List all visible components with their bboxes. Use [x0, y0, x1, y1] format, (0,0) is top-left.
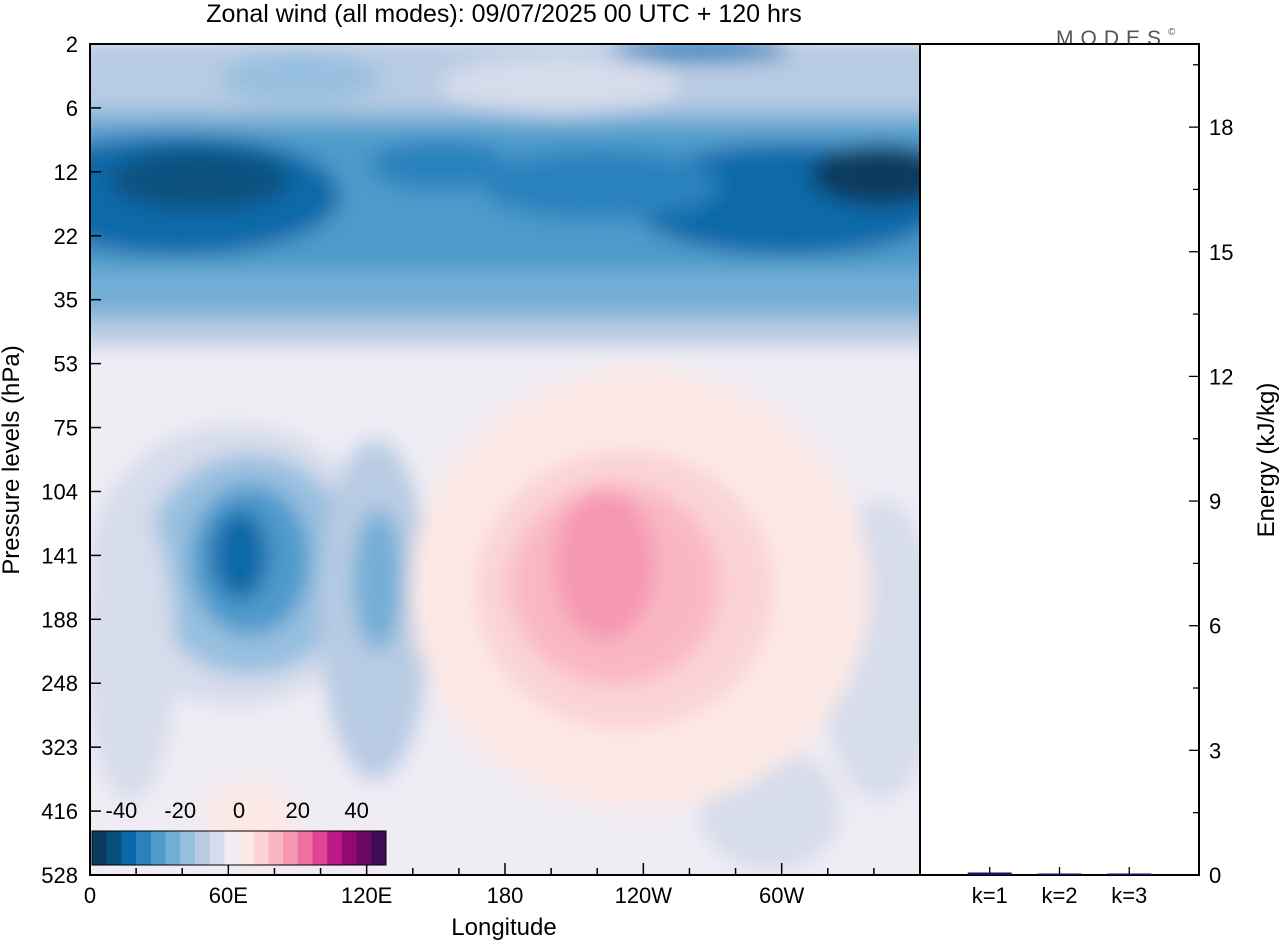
y-axis: 2 6 12 22 35 53 75 104 141 188 248 323 416 528 [41, 32, 101, 888]
y-tick-label: 12 [54, 160, 78, 185]
colorbar-swatch [239, 831, 255, 865]
trop-easterly-1d [212, 510, 268, 600]
y-tick-label: 528 [41, 863, 78, 888]
colorbar-tick-label: 20 [286, 798, 310, 823]
energy-bars: k=1 k=2 k=3 [967, 867, 1152, 908]
y-tick-label: 416 [41, 799, 78, 824]
energy-category-label: k=1 [972, 883, 1008, 908]
y-tick-label: 141 [41, 543, 78, 568]
x-tick-label: 120E [341, 883, 392, 908]
trop-easterly-3 [90, 500, 175, 800]
energy-plot: k=1 k=2 k=3 0 3 6 9 12 15 18 Energy (kJ/kg) [919, 43, 1280, 908]
upper-weak-1 [440, 55, 680, 115]
energy-tick-label: 9 [1209, 489, 1221, 514]
colorbar-swatch [356, 831, 372, 865]
colorbar-swatch [283, 831, 299, 865]
y-tick-label: 6 [66, 96, 78, 121]
upper-core-top [610, 44, 790, 62]
energy-bar [1107, 873, 1152, 875]
x-tick-label: 60W [759, 883, 804, 908]
colorbar-swatch [180, 831, 196, 865]
colorbar-tick-label: -40 [106, 798, 138, 823]
energy-bar [967, 872, 1012, 875]
colorbar-swatch [150, 831, 166, 865]
colorbar-frame [91, 830, 387, 866]
strat-jet-mid [370, 140, 510, 190]
y-axis-label: Pressure levels (hPa) [0, 345, 25, 574]
y-tick-label: 248 [41, 671, 78, 696]
energy-axis: 0 3 6 9 12 15 18 [1189, 64, 1233, 888]
y-tick-label: 35 [54, 288, 78, 313]
wind-contours [90, 44, 920, 870]
energy-category-label: k=2 [1041, 883, 1077, 908]
colorbar-swatch [253, 831, 269, 865]
y-tick-label: 188 [41, 607, 78, 632]
colorbar-swatch [224, 831, 240, 865]
westerly-core [555, 490, 655, 640]
colorbar-swatch [92, 831, 108, 865]
y-tick-label: 53 [54, 352, 78, 377]
colorbar-swatch [371, 831, 387, 865]
strat-jet-west-core [110, 150, 290, 210]
upper-weak-2 [220, 53, 380, 103]
colorbar-swatch [268, 831, 284, 865]
x-tick-label: 120W [615, 883, 673, 908]
y-tick-label: 104 [41, 479, 78, 504]
energy-tick-label: 15 [1209, 240, 1233, 265]
energy-frame [919, 43, 1200, 876]
energy-bar [1037, 873, 1082, 875]
x-tick-label: 0 [84, 883, 96, 908]
colorbar-swatch [209, 831, 225, 865]
colorbar-swatch [297, 831, 313, 865]
colorbar-swatch [194, 831, 211, 865]
colorbar-swatch [312, 831, 328, 865]
colorbar-swatch [106, 831, 122, 865]
energy-tick-label: 12 [1209, 364, 1233, 389]
colorbar-swatch [136, 831, 152, 865]
chart-title: Zonal wind (all modes): 09/07/2025 00 UT… [206, 0, 801, 28]
energy-axis-label: Energy (kJ/kg) [1253, 383, 1280, 538]
colorbar-swatch [121, 831, 137, 865]
x-tick-label: 180 [487, 883, 524, 908]
x-axis: 0 60E 120E 180 120W 60W [84, 863, 875, 908]
x-tick-label: 60E [209, 883, 248, 908]
colorbar-swatch [341, 831, 358, 865]
energy-category-label: k=3 [1111, 883, 1147, 908]
x-axis-label: Longitude [451, 914, 556, 941]
y-tick-label: 323 [41, 735, 78, 760]
modes-logo-mark: © [1168, 27, 1176, 38]
strat-jet-mid2 [480, 150, 720, 220]
colorbar: -40 -20 0 20 40 [91, 798, 387, 866]
energy-tick-label: 6 [1209, 614, 1221, 639]
colorbar-swatch [165, 831, 181, 865]
colorbar-tick-label: 40 [344, 798, 368, 823]
wind-section-plot: 0 60E 120E 180 120W 60W 2 6 12 22 35 53 75 104 141 188… [0, 32, 921, 941]
energy-tick-label: 3 [1209, 738, 1221, 763]
energy-tick-label: 18 [1209, 115, 1233, 140]
strat-jet-east-core [810, 145, 920, 205]
colorbar-tick-label: -20 [164, 798, 196, 823]
y-tick-label: 2 [66, 32, 78, 57]
colorbar-swatch [327, 831, 343, 865]
colorbar-tick-label: 0 [233, 798, 245, 823]
y-tick-label: 75 [54, 416, 78, 441]
y-tick-label: 22 [54, 224, 78, 249]
energy-tick-label: 0 [1209, 863, 1221, 888]
trop-easterly-2b [353, 510, 403, 650]
